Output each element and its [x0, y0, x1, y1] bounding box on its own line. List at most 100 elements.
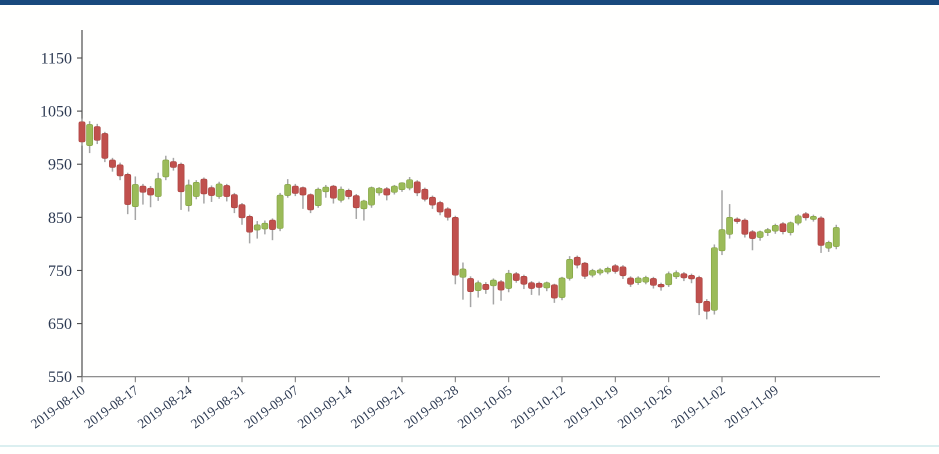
candle-down [352, 195, 360, 209]
x-tick-label: 2019-10-12 [508, 382, 568, 431]
candle-down [230, 194, 238, 209]
candle-up [360, 200, 368, 210]
y-tick-label: 950 [48, 157, 72, 174]
candle-down [238, 204, 246, 219]
candle-down [444, 208, 452, 218]
candle-up [368, 187, 375, 206]
candle-down [535, 282, 543, 288]
candle-up [185, 184, 193, 206]
candle-up [154, 178, 162, 197]
candle-down [627, 277, 634, 285]
candle-up [284, 184, 292, 196]
candle-down [200, 178, 208, 195]
candle-down [657, 283, 665, 288]
candle-down [208, 187, 215, 196]
candle-up [596, 269, 604, 274]
candle-up [474, 282, 482, 291]
candle-up [398, 182, 406, 191]
candle-down [223, 185, 231, 197]
top-accent-bar [0, 0, 939, 5]
candle-down [421, 188, 429, 200]
candle-down [512, 273, 520, 281]
candle-down [611, 265, 619, 272]
y-tick-label: 850 [48, 210, 72, 227]
candle-down [116, 164, 124, 177]
candle-down [802, 213, 810, 219]
candle-up [337, 188, 345, 201]
candle-down [703, 300, 711, 312]
x-tick-label: 2019-09-07 [241, 382, 301, 431]
candle-down [550, 284, 558, 299]
candle-down [467, 278, 474, 293]
candle-down [330, 185, 337, 199]
candle-up [390, 185, 398, 193]
x-tick-label: 2019-10-19 [561, 382, 621, 431]
candle-up [253, 224, 261, 231]
candle-down [307, 194, 314, 211]
candle-up [261, 222, 269, 230]
candle-up [215, 183, 223, 197]
candle-up [314, 188, 322, 206]
candle-up [162, 159, 170, 178]
x-tick-label: 2019-08-17 [81, 382, 141, 431]
candle-down [581, 262, 589, 277]
candle-up [86, 124, 94, 146]
candle-down [619, 266, 627, 277]
candle-up [566, 259, 574, 279]
candle-up [406, 179, 414, 189]
candle-down [650, 278, 657, 286]
candle-down [139, 185, 147, 193]
candle-down [680, 273, 688, 279]
x-tick-label: 2019-08-24 [135, 382, 195, 431]
y-tick-label: 1050 [40, 104, 72, 121]
x-tick-label: 2019-09-14 [295, 382, 355, 431]
candle-down [520, 276, 528, 285]
x-tick-label: 2019-09-28 [401, 382, 461, 431]
x-tick-label: 2019-11-02 [668, 382, 727, 431]
candle-up [192, 181, 200, 197]
candle-down [528, 282, 535, 289]
candle-down [429, 196, 436, 206]
candle-up [375, 187, 383, 194]
candle-down [93, 126, 101, 141]
x-tick-label: 2019-11-09 [722, 382, 782, 431]
candle-down [413, 181, 421, 194]
candle-up [665, 273, 673, 286]
x-tick-label: 2019-09-21 [348, 382, 408, 431]
candle-down [124, 174, 132, 205]
x-tick-label: 2019-08-10 [28, 382, 88, 431]
candle-down [573, 256, 581, 266]
candle-down [383, 188, 391, 196]
candle-down [482, 283, 490, 290]
candle-down [436, 202, 444, 213]
candle-up [322, 186, 330, 193]
candle-up [634, 277, 642, 283]
candle-down [109, 159, 116, 168]
bottom-rule [0, 445, 939, 447]
candle-down [779, 223, 787, 232]
candle-up [787, 222, 794, 234]
candle-up [832, 227, 840, 247]
candle-up [764, 229, 772, 234]
candle-up [810, 215, 817, 220]
candle-up [459, 268, 467, 278]
candle-up [642, 277, 650, 283]
candle-up [794, 215, 802, 224]
candle-up [604, 268, 612, 273]
candle-down [299, 187, 307, 196]
candle-down [147, 187, 154, 196]
candle-down [177, 163, 185, 193]
candle-down [817, 217, 825, 246]
candle-up [756, 231, 764, 238]
candle-down [246, 215, 254, 233]
candle-up [825, 242, 833, 249]
candle-up [558, 277, 566, 298]
x-tick-label: 2019-10-05 [455, 382, 515, 431]
candle-up [131, 184, 139, 208]
candle-up [589, 270, 596, 276]
candle-down [170, 161, 177, 168]
candle-down [688, 274, 695, 280]
candle-up [710, 247, 718, 311]
candle-down [741, 219, 749, 235]
